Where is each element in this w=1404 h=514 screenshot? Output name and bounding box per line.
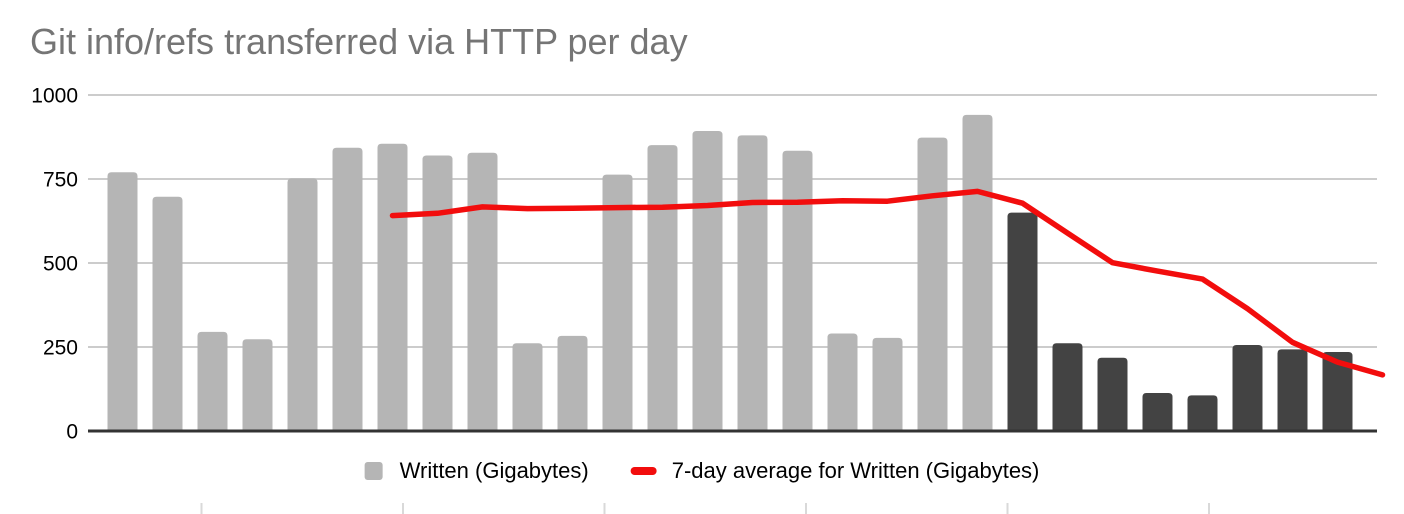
bar-day-17[interactable] [827,333,858,431]
bar-day-3[interactable] [197,331,228,431]
legend-swatch-average-icon [630,467,657,475]
chart-title: Git info/refs transferred via HTTP per d… [30,21,688,62]
bar-day-4[interactable] [242,339,273,431]
bar-day-28[interactable] [1322,352,1353,431]
bar-day-21[interactable] [1007,212,1038,431]
y-axis-label: 1000 [31,85,78,108]
bar-day-24[interactable] [1142,393,1173,431]
bar-day-13[interactable] [647,145,678,431]
bar-day-25[interactable] [1187,395,1218,431]
chart-legend: Written (Gigabytes) 7-day average for Wr… [364,458,1040,484]
bar-day-22[interactable] [1052,343,1083,431]
bar-day-23[interactable] [1097,357,1128,431]
bar-day-12[interactable] [602,174,633,431]
bar-day-1[interactable] [107,172,138,431]
bar-day-6[interactable] [332,147,363,431]
bar-day-5[interactable] [287,178,318,431]
legend-label-written: Written (Gigabytes) [399,458,589,483]
bar-day-26[interactable] [1232,344,1263,431]
bar-day-15[interactable] [737,135,768,431]
bar-day-9[interactable] [467,152,498,432]
y-axis-label: 500 [43,253,78,276]
bar-day-10[interactable] [512,343,543,431]
bar-day-8[interactable] [422,155,453,432]
y-axis-label: 750 [43,169,78,192]
legend-swatch-written-icon [364,462,383,480]
y-axis-label: 250 [43,337,78,360]
y-axis-label: 0 [66,421,78,444]
bar-day-11[interactable] [557,335,588,431]
bar-day-7[interactable] [377,143,408,431]
bar-day-2[interactable] [152,196,183,431]
bar-day-27[interactable] [1277,349,1308,431]
bar-day-16[interactable] [782,150,813,431]
bar-day-18[interactable] [872,337,903,431]
bar-day-19[interactable] [917,137,948,431]
bar-day-14[interactable] [692,130,723,431]
legend-label-average: 7-day average for Written (Gigabytes) [671,458,1040,483]
avg-line[interactable] [389,188,1386,378]
bar-day-20[interactable] [962,114,993,431]
